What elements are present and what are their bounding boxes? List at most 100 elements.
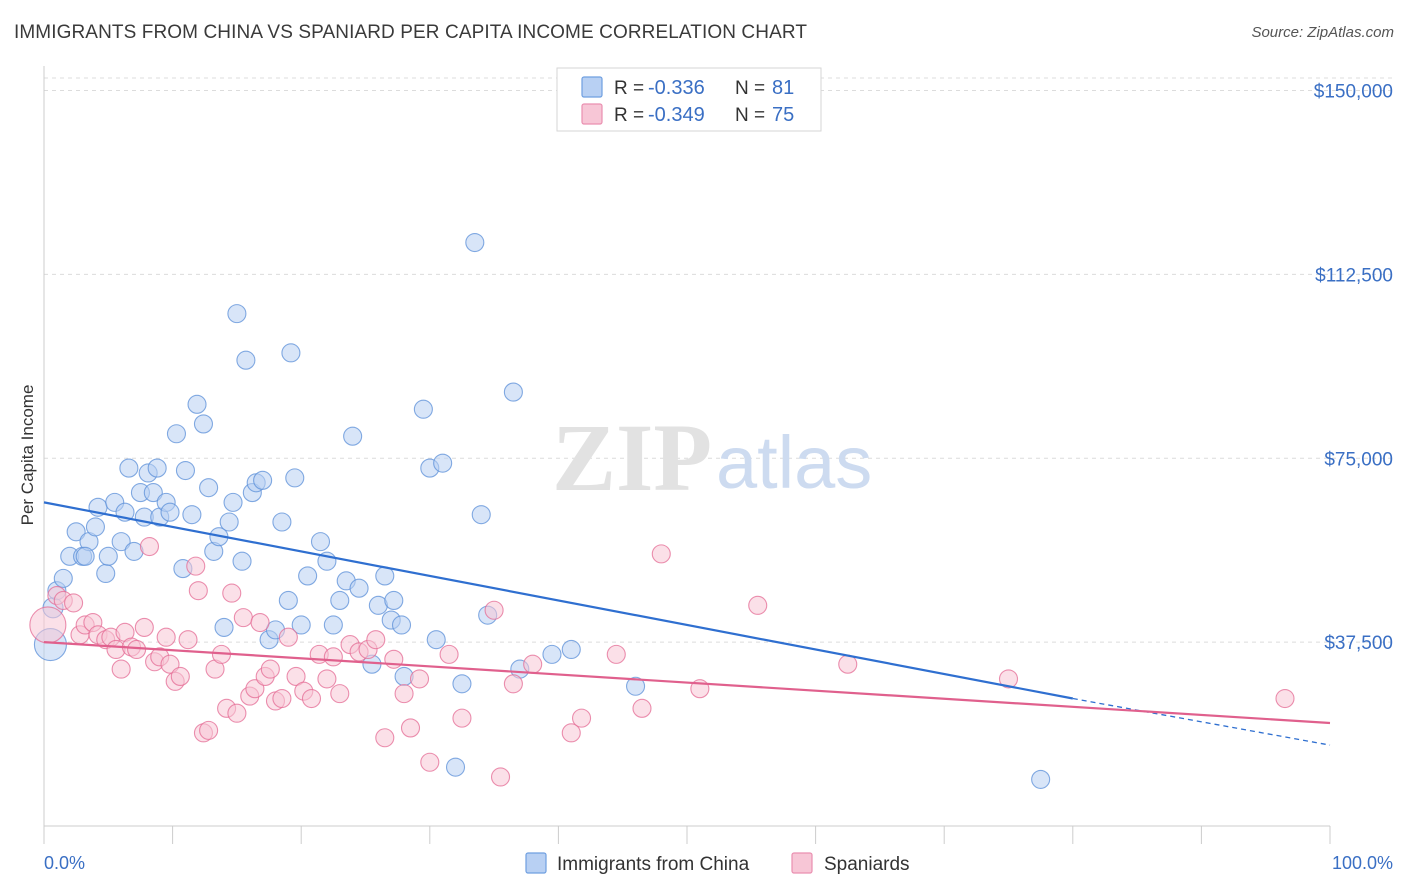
bottom-legend-china-swatch [525, 852, 547, 874]
spaniards-point-44 [301, 688, 322, 709]
watermark: ZIP atlas [552, 404, 872, 511]
spaniards-point-59 [439, 644, 459, 664]
spaniards-point-42 [286, 666, 306, 687]
china-point-64 [413, 399, 433, 419]
spaniards-point-27 [199, 720, 219, 740]
legend-box: R = -0.336 N = 81 R = -0.349 N = 75 [556, 67, 822, 132]
legend-china-r-label: R = [614, 78, 644, 99]
china-point-36 [223, 492, 243, 512]
china-point-28 [182, 505, 202, 525]
spaniards-point-24 [186, 556, 206, 576]
spaniards-point-55 [394, 684, 414, 704]
china-point-34 [214, 617, 234, 637]
china-point-48 [291, 615, 311, 635]
legend-spaniards-n-label: N = [735, 105, 765, 126]
watermark-zip: ZIP [552, 404, 712, 511]
china-point-46 [281, 343, 301, 363]
china-point-62 [391, 615, 412, 635]
y-axis-label: Per Capita Income [18, 385, 37, 526]
spaniards-point-68 [632, 698, 652, 718]
china-point-29 [187, 394, 207, 414]
china-point-3 [53, 568, 73, 588]
china-point-56 [349, 578, 369, 598]
china-point-30 [193, 414, 214, 434]
spaniards-point-73 [998, 669, 1019, 689]
series-china-points [33, 232, 1051, 789]
china-point-5 [66, 522, 86, 542]
china-point-71 [471, 505, 491, 525]
china-point-15 [119, 458, 139, 478]
legend-spaniards-r-value: -0.349 [648, 104, 705, 126]
legend-spaniards-swatch [581, 103, 603, 125]
spaniards-point-40 [272, 688, 292, 709]
china-point-69 [452, 674, 472, 694]
spaniards-point-14 [127, 639, 147, 660]
spaniards-point-22 [170, 666, 190, 687]
spaniards-point-69 [651, 544, 671, 564]
china-point-11 [98, 546, 118, 566]
spaniards-point-19 [156, 627, 176, 647]
china-point-44 [272, 512, 292, 532]
china-point-53 [330, 590, 350, 611]
bottom-legend-spaniards-swatch [791, 852, 813, 874]
china-point-80 [253, 470, 273, 490]
legend-spaniards-n-value: 75 [772, 104, 794, 126]
spaniards-point-67 [606, 644, 626, 664]
spaniards-point-11 [111, 659, 131, 679]
y-tick-label-0: $37,500 [1324, 633, 1393, 654]
spaniards-point-23 [178, 630, 198, 650]
china-point-10 [96, 563, 116, 584]
x-tick-label-min: 0.0% [44, 853, 85, 873]
china-point-50 [310, 532, 331, 552]
china-point-13 [111, 532, 131, 552]
spaniards-point-60 [452, 708, 472, 728]
china-point-21 [147, 458, 167, 478]
china-point-77 [626, 676, 646, 696]
spaniards-point-61 [484, 600, 504, 620]
china-point-49 [298, 566, 318, 586]
legend-spaniards-r-label: R = [614, 105, 644, 126]
spaniards-point-64 [523, 654, 543, 674]
china-point-47 [285, 468, 305, 488]
legend-china-n-value: 81 [772, 77, 794, 99]
china-point-78 [1031, 769, 1051, 789]
china-point-31 [199, 478, 219, 498]
spaniards-point-63 [503, 674, 523, 694]
china-point-27 [175, 460, 196, 481]
spaniards-trend-line [43, 641, 1331, 725]
spaniards-point-15 [134, 617, 154, 637]
spaniards-point-56 [400, 718, 421, 738]
spaniards-point-36 [250, 612, 270, 633]
china-point-8 [85, 517, 105, 537]
axes [43, 66, 1331, 844]
y-tick-label-3: $150,000 [1314, 82, 1393, 103]
china-point-79 [75, 546, 95, 566]
spaniards-point-20 [160, 654, 180, 674]
china-point-35 [219, 512, 239, 532]
china-point-25 [166, 424, 187, 444]
spaniards-point-74 [1275, 688, 1295, 709]
legend-china-swatch [581, 76, 603, 98]
china-point-24 [160, 502, 180, 522]
spaniards-point-0 [29, 606, 67, 644]
china-point-38 [232, 551, 252, 571]
trend-lines [43, 501, 1331, 746]
spaniards-point-62 [490, 767, 511, 787]
china-point-66 [426, 630, 446, 650]
china-point-20 [143, 483, 163, 503]
spaniards-point-3 [64, 593, 84, 613]
spaniards-point-25 [188, 581, 208, 601]
spaniards-point-53 [375, 728, 395, 748]
china-point-73 [503, 382, 523, 402]
y-tick-labels: $37,500 $75,000 $112,500 $150,000 [1314, 82, 1393, 655]
spaniards-point-46 [317, 669, 337, 689]
spaniards-point-66 [571, 708, 592, 728]
spaniards-point-16 [139, 536, 160, 557]
china-trend-line [43, 501, 1074, 700]
x-tick-label-max: 100.0% [1332, 853, 1393, 873]
bottom-legend: Immigrants from China Spaniards [525, 852, 910, 875]
spaniards-point-31 [222, 583, 242, 603]
china-point-37 [227, 304, 247, 324]
china-point-75 [542, 644, 562, 664]
